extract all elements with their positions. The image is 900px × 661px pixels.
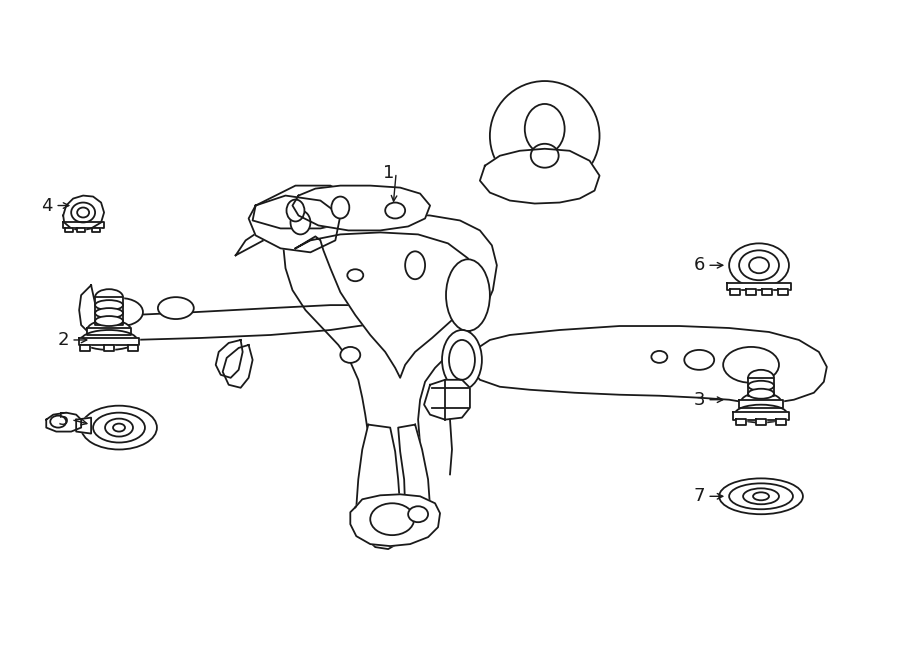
Ellipse shape	[749, 257, 769, 273]
Polygon shape	[778, 289, 788, 295]
Text: 5: 5	[58, 410, 69, 428]
Polygon shape	[762, 289, 772, 295]
Polygon shape	[398, 424, 430, 544]
Ellipse shape	[741, 393, 781, 410]
Ellipse shape	[729, 243, 789, 287]
Ellipse shape	[291, 210, 310, 235]
Ellipse shape	[684, 350, 715, 370]
Polygon shape	[46, 412, 81, 432]
Polygon shape	[746, 289, 756, 295]
Ellipse shape	[748, 370, 774, 386]
Ellipse shape	[405, 251, 425, 279]
Polygon shape	[77, 229, 86, 233]
Ellipse shape	[753, 492, 769, 500]
Text: 6: 6	[694, 256, 705, 274]
Ellipse shape	[652, 351, 667, 363]
Polygon shape	[95, 297, 123, 325]
Polygon shape	[736, 418, 746, 424]
Polygon shape	[424, 380, 470, 420]
Polygon shape	[356, 424, 400, 544]
Polygon shape	[92, 229, 100, 233]
Ellipse shape	[748, 389, 774, 399]
Ellipse shape	[385, 202, 405, 219]
Polygon shape	[222, 345, 253, 388]
Ellipse shape	[95, 316, 123, 326]
Polygon shape	[79, 338, 139, 345]
Ellipse shape	[442, 330, 482, 390]
Ellipse shape	[340, 347, 360, 363]
Ellipse shape	[87, 320, 131, 340]
Polygon shape	[128, 345, 138, 351]
Polygon shape	[253, 186, 360, 229]
Ellipse shape	[158, 297, 194, 319]
Ellipse shape	[739, 251, 779, 280]
Polygon shape	[468, 326, 827, 404]
Ellipse shape	[113, 424, 125, 432]
Ellipse shape	[105, 418, 133, 436]
Ellipse shape	[735, 405, 787, 422]
Polygon shape	[756, 418, 766, 424]
Polygon shape	[76, 418, 91, 434]
Polygon shape	[727, 283, 791, 290]
Polygon shape	[776, 418, 786, 424]
Text: 4: 4	[41, 196, 53, 215]
Ellipse shape	[71, 202, 95, 223]
Polygon shape	[350, 494, 440, 546]
Ellipse shape	[81, 406, 157, 449]
Text: 3: 3	[694, 391, 705, 408]
Text: 7: 7	[694, 487, 705, 505]
Ellipse shape	[490, 81, 599, 190]
Polygon shape	[63, 196, 104, 231]
Ellipse shape	[99, 298, 143, 326]
Polygon shape	[748, 378, 774, 396]
Polygon shape	[63, 223, 104, 229]
Polygon shape	[79, 285, 375, 340]
Ellipse shape	[525, 104, 564, 154]
Ellipse shape	[408, 506, 428, 522]
Polygon shape	[292, 186, 430, 231]
Ellipse shape	[719, 479, 803, 514]
Polygon shape	[65, 229, 73, 233]
Polygon shape	[734, 412, 789, 420]
Polygon shape	[104, 345, 114, 351]
Ellipse shape	[370, 503, 414, 535]
Ellipse shape	[50, 416, 67, 428]
Ellipse shape	[95, 289, 123, 305]
Text: 1: 1	[382, 164, 394, 182]
Polygon shape	[216, 340, 243, 378]
Polygon shape	[236, 214, 497, 549]
Ellipse shape	[724, 347, 779, 383]
Ellipse shape	[77, 208, 89, 217]
Polygon shape	[739, 400, 783, 408]
Ellipse shape	[95, 308, 123, 318]
Ellipse shape	[81, 330, 137, 350]
Ellipse shape	[286, 200, 304, 221]
Polygon shape	[730, 289, 740, 295]
Polygon shape	[295, 233, 475, 378]
Polygon shape	[248, 196, 340, 253]
Ellipse shape	[748, 381, 774, 391]
Polygon shape	[480, 149, 599, 204]
Ellipse shape	[331, 196, 349, 219]
Polygon shape	[87, 328, 131, 335]
Ellipse shape	[446, 259, 490, 331]
Ellipse shape	[347, 269, 364, 281]
Text: 2: 2	[58, 331, 69, 349]
Ellipse shape	[743, 488, 779, 504]
Ellipse shape	[95, 300, 123, 310]
Polygon shape	[80, 345, 90, 351]
Ellipse shape	[531, 144, 559, 168]
